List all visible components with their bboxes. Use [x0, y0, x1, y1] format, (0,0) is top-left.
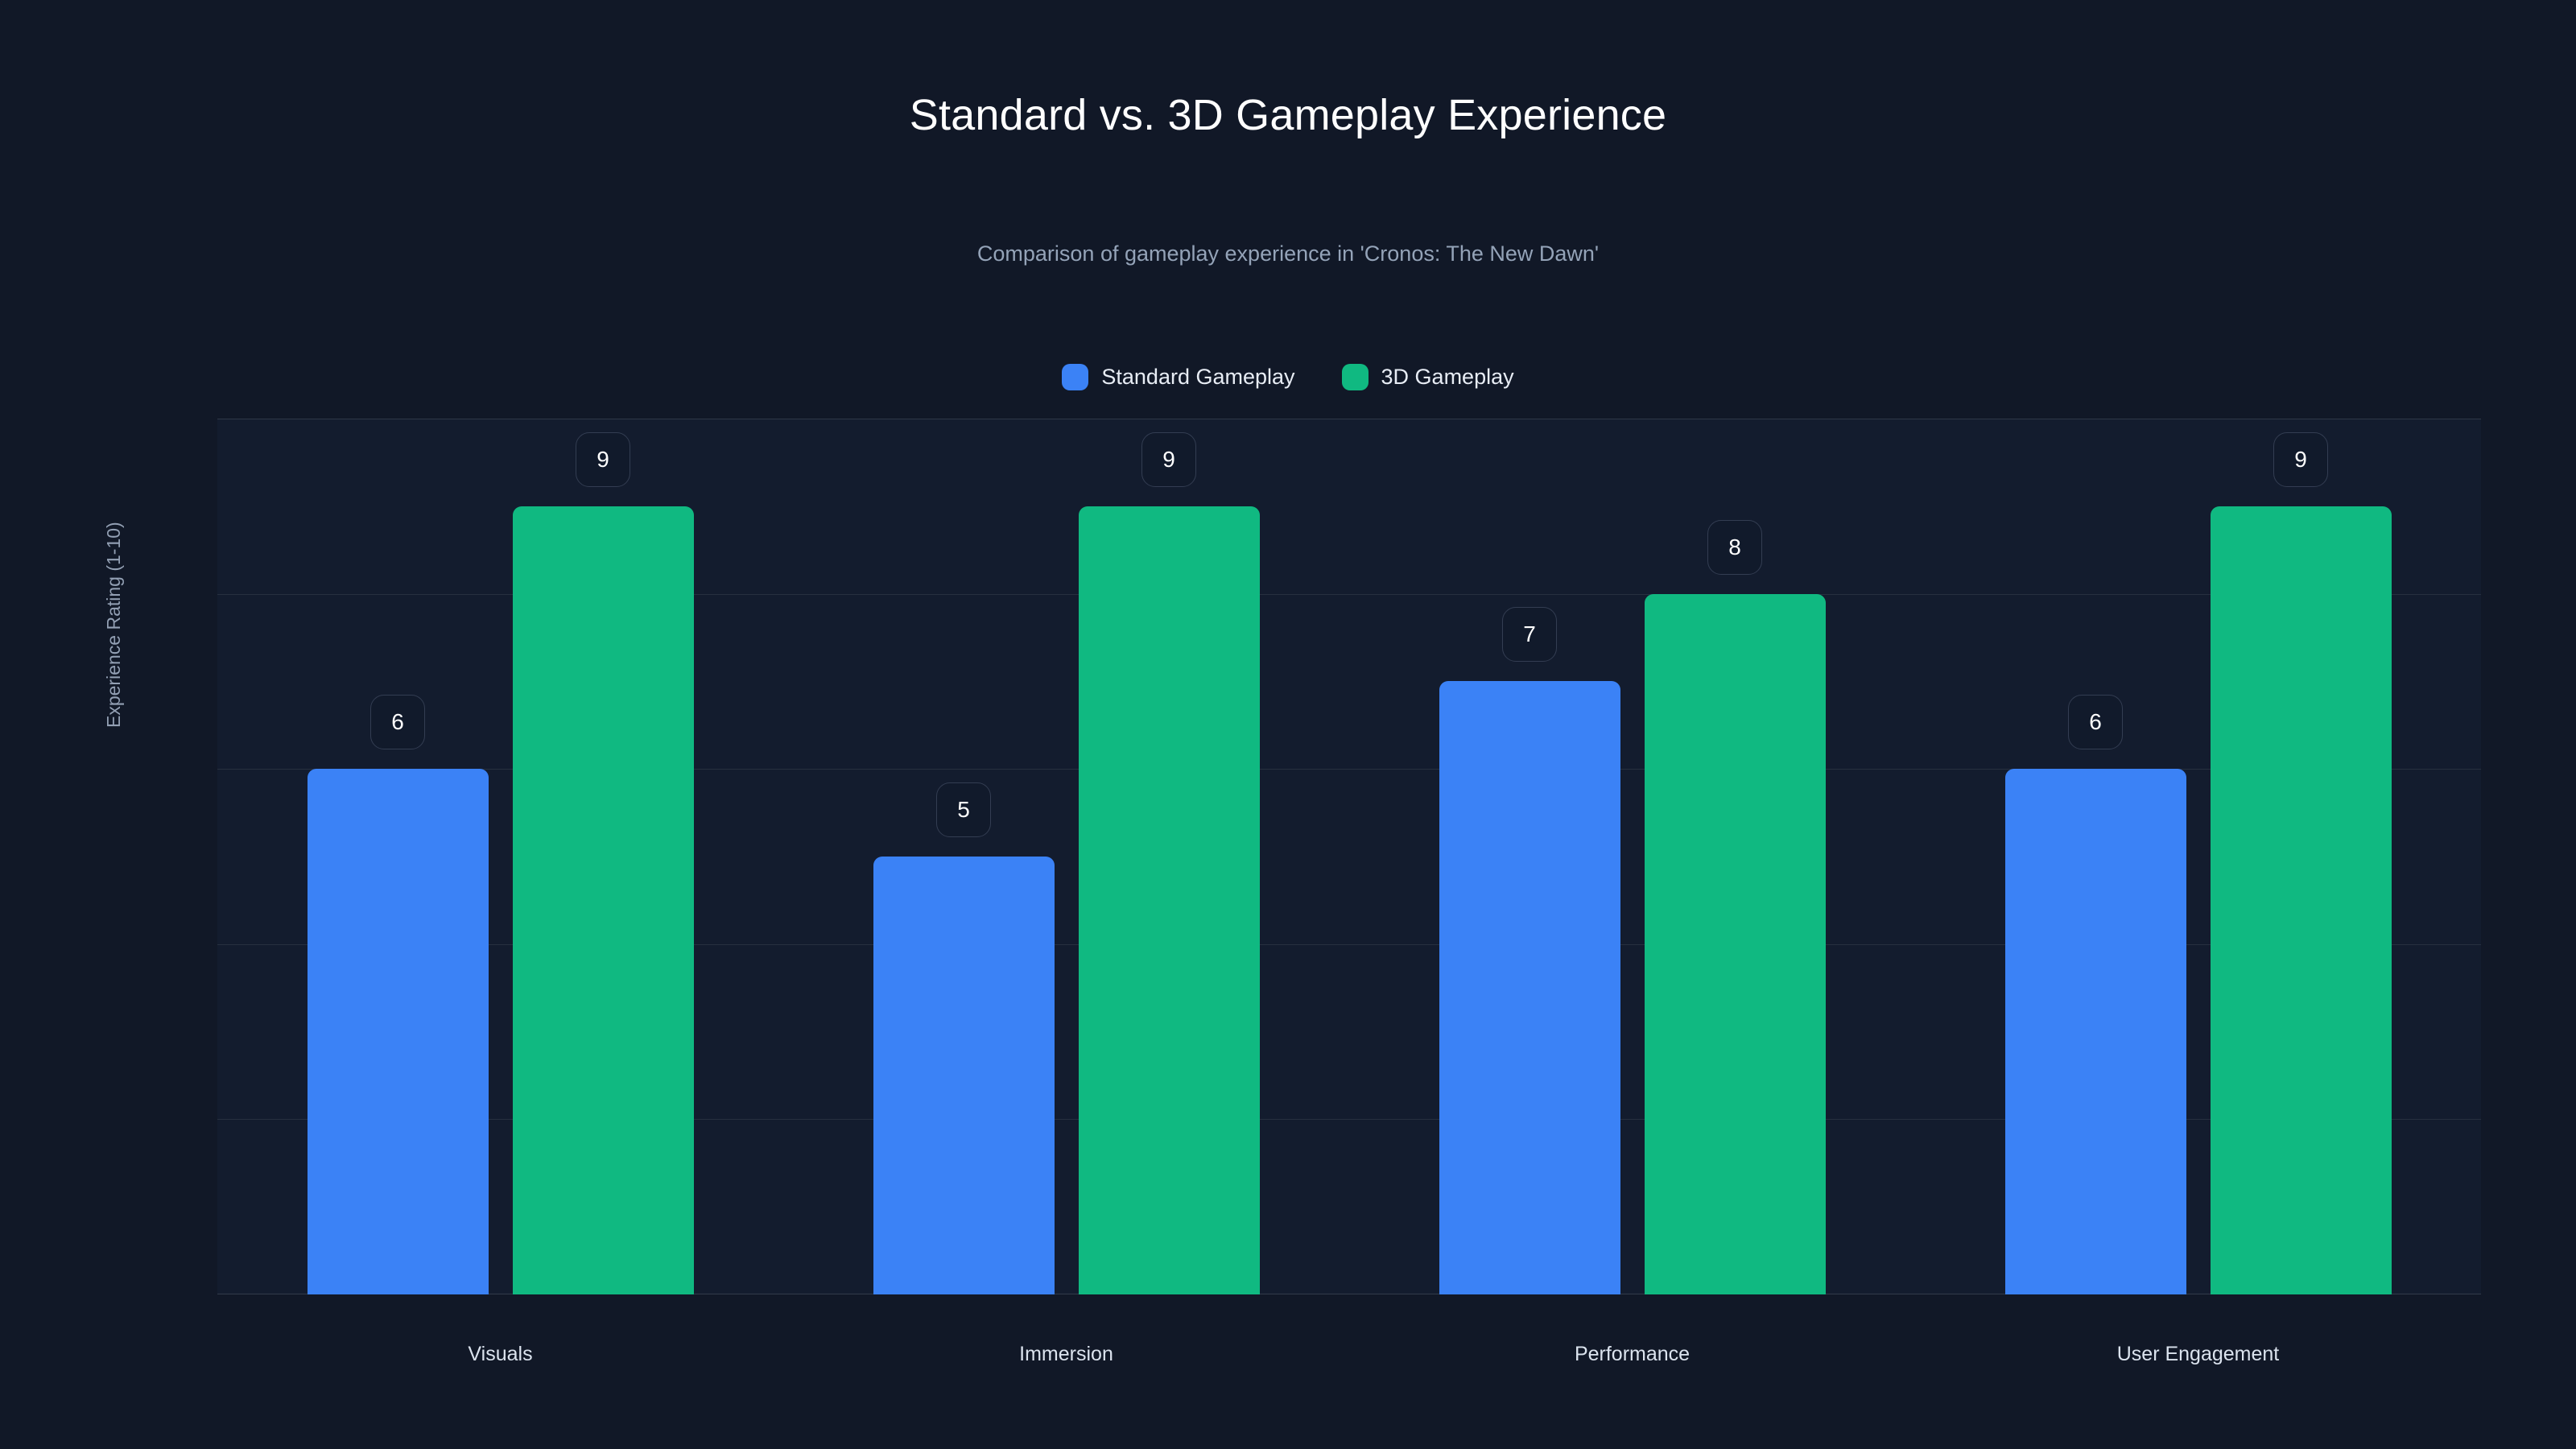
- bar-performance-standard[interactable]: [1439, 681, 1620, 1294]
- bar-value-badge: 7: [1502, 607, 1557, 663]
- bar-value-badge: 9: [1141, 431, 1196, 487]
- legend-item-standard[interactable]: Standard Gameplay: [1062, 364, 1295, 390]
- bar-value-badge: 5: [936, 782, 991, 837]
- bar-value-badge: 6: [370, 695, 425, 750]
- square-swatch-icon: [1341, 364, 1368, 390]
- bar-value-badge: 9: [576, 431, 630, 487]
- bar-user-engagement-standard[interactable]: [2004, 769, 2186, 1294]
- gridline-2: [217, 1119, 2481, 1121]
- bar-value-badge: 6: [2068, 695, 2123, 750]
- plot-area: [217, 419, 2481, 1294]
- bar-visuals-three-d[interactable]: [512, 506, 694, 1294]
- bar-performance-three-d[interactable]: [1644, 593, 1826, 1294]
- bar-user-engagement-three-d[interactable]: [2210, 506, 2392, 1294]
- gridline-8: [217, 593, 2481, 595]
- bar-value-badge: 8: [1707, 519, 1762, 575]
- chart-legend: Standard Gameplay 3D Gameplay: [0, 364, 2576, 390]
- legend-item-label: 3D Gameplay: [1381, 365, 1514, 389]
- x-tick-label-visuals: Visuals: [468, 1343, 533, 1365]
- gridline-6: [217, 769, 2481, 770]
- chart-subtitle: Comparison of gameplay experience in 'Cr…: [976, 242, 1600, 266]
- square-swatch-icon: [1062, 364, 1089, 390]
- legend-item-label: Standard Gameplay: [1101, 365, 1295, 389]
- bar-immersion-three-d[interactable]: [1078, 506, 1260, 1294]
- x-tick-label-performance: Performance: [1574, 1343, 1690, 1365]
- bar-immersion-standard[interactable]: [873, 857, 1055, 1294]
- bar-visuals-standard[interactable]: [307, 769, 489, 1294]
- y-axis-title: Experience Rating (1-10): [103, 522, 124, 728]
- x-tick-label-immersion: Immersion: [1019, 1343, 1113, 1365]
- page-title: Standard vs. 3D Gameplay Experience: [909, 91, 1667, 139]
- bar-value-badge: 9: [2273, 431, 2328, 487]
- legend-item-three-d[interactable]: 3D Gameplay: [1341, 364, 1514, 390]
- x-tick-label-user-engagement: User Engagement: [2116, 1343, 2280, 1365]
- gridline-4: [217, 943, 2481, 945]
